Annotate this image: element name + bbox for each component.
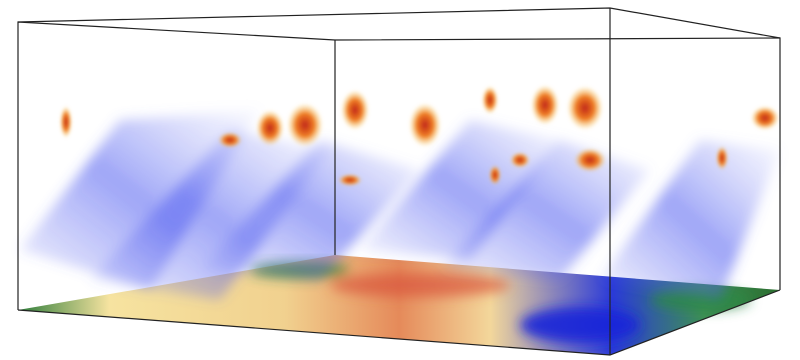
volume-render [0,0,800,360]
box-top-edges [18,8,780,38]
page [0,0,800,360]
